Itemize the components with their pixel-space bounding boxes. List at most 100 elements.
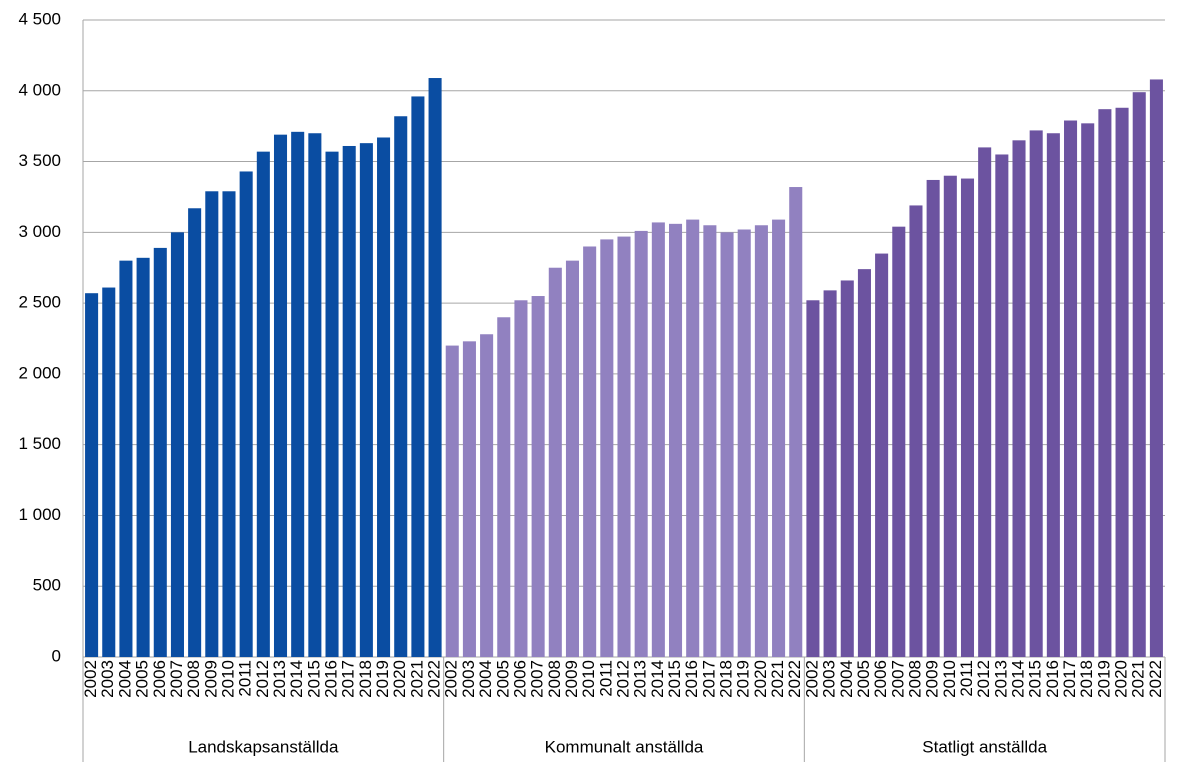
bar bbox=[892, 226, 906, 657]
x-tick-label: 2022 bbox=[1146, 660, 1165, 698]
x-tick-label: 2012 bbox=[613, 660, 632, 698]
bar bbox=[1149, 79, 1163, 658]
x-tick-label: 2002 bbox=[81, 660, 100, 698]
bar bbox=[239, 171, 253, 657]
x-tick-label: 2022 bbox=[785, 660, 804, 698]
x-tick-label: 2004 bbox=[837, 660, 856, 698]
bar bbox=[1132, 92, 1146, 657]
y-tick-label: 2 000 bbox=[18, 363, 61, 382]
y-tick-label: 0 bbox=[52, 646, 61, 665]
bar bbox=[102, 287, 116, 657]
bar bbox=[394, 116, 408, 658]
x-tick-label: 2006 bbox=[871, 660, 890, 698]
x-tick-label: 2020 bbox=[751, 660, 770, 698]
bar bbox=[600, 239, 614, 657]
x-tick-label: 2004 bbox=[476, 660, 495, 698]
x-tick-label: 2002 bbox=[802, 660, 821, 698]
bar bbox=[875, 253, 889, 658]
x-tick-label: 2016 bbox=[1043, 660, 1062, 698]
bar bbox=[119, 260, 133, 657]
x-tick-label: 2020 bbox=[390, 660, 409, 698]
x-tick-label: 2005 bbox=[493, 660, 512, 698]
bar bbox=[857, 269, 871, 657]
bar bbox=[1012, 140, 1026, 658]
bar bbox=[497, 317, 511, 657]
bar bbox=[737, 229, 751, 657]
y-tick-label: 3 500 bbox=[18, 151, 61, 170]
x-tick-label: 2010 bbox=[218, 660, 237, 698]
x-tick-label: 2011 bbox=[957, 660, 976, 697]
x-tick-label: 2003 bbox=[98, 660, 117, 698]
bar bbox=[188, 208, 202, 657]
x-tick-label: 2014 bbox=[1009, 660, 1028, 698]
y-tick-label: 1 000 bbox=[18, 505, 61, 524]
y-tick-label: 500 bbox=[33, 576, 61, 595]
group-label: Landskapsanställda bbox=[188, 737, 339, 756]
bar bbox=[291, 131, 305, 658]
bar bbox=[789, 187, 803, 657]
y-tick-label: 1 500 bbox=[18, 434, 61, 453]
x-tick-label: 2007 bbox=[528, 660, 547, 698]
x-tick-label: 2015 bbox=[304, 660, 323, 698]
x-tick-label: 2016 bbox=[682, 660, 701, 698]
x-tick-label: 2017 bbox=[1060, 660, 1079, 698]
bar bbox=[565, 260, 580, 657]
x-tick-label: 2022 bbox=[425, 660, 444, 698]
bar bbox=[1046, 133, 1060, 657]
bar bbox=[960, 178, 975, 657]
bar bbox=[273, 134, 288, 657]
bar bbox=[926, 179, 940, 658]
x-tick-label: 2008 bbox=[184, 660, 203, 698]
x-tick-label: 2021 bbox=[1129, 660, 1148, 698]
bar bbox=[480, 334, 494, 657]
x-tick-label: 2009 bbox=[562, 660, 581, 698]
bar bbox=[720, 232, 734, 658]
x-tick-label: 2016 bbox=[322, 660, 341, 698]
x-tick-label: 2003 bbox=[459, 660, 478, 698]
bar bbox=[772, 219, 786, 658]
x-tick-label: 2020 bbox=[1112, 660, 1131, 698]
x-tick-label: 2017 bbox=[339, 660, 358, 698]
x-tick-label: 2021 bbox=[407, 660, 426, 698]
bar bbox=[1029, 130, 1043, 657]
group-label: Kommunalt anställda bbox=[545, 737, 704, 756]
bar bbox=[703, 225, 717, 657]
y-tick-label: 4 500 bbox=[18, 9, 61, 28]
x-tick-label: 2018 bbox=[717, 660, 736, 698]
bar bbox=[325, 151, 339, 657]
bar bbox=[531, 296, 545, 657]
x-tick-label: 2013 bbox=[991, 660, 1010, 698]
bar bbox=[85, 293, 99, 657]
x-tick-label: 2014 bbox=[648, 660, 667, 698]
x-tick-label: 2019 bbox=[1094, 660, 1113, 698]
bar bbox=[754, 225, 768, 657]
x-tick-label: 2008 bbox=[545, 660, 564, 698]
bar bbox=[1064, 120, 1078, 657]
bar bbox=[377, 137, 391, 658]
bar bbox=[411, 96, 425, 657]
x-tick-label: 2004 bbox=[115, 660, 134, 698]
x-tick-label: 2014 bbox=[287, 660, 306, 698]
x-tick-label: 2013 bbox=[631, 660, 650, 698]
x-tick-label: 2021 bbox=[768, 660, 787, 698]
x-tick-label: 2002 bbox=[442, 660, 461, 698]
bar bbox=[943, 175, 957, 657]
x-tick-label: 2015 bbox=[665, 660, 684, 698]
bar bbox=[823, 290, 837, 657]
x-tick-label: 2018 bbox=[1077, 660, 1096, 698]
bar bbox=[806, 300, 820, 657]
bar bbox=[617, 236, 631, 657]
bar bbox=[651, 222, 665, 657]
x-tick-label: 2007 bbox=[888, 660, 907, 698]
bar bbox=[909, 205, 923, 657]
x-tick-label: 2007 bbox=[167, 660, 186, 698]
bar bbox=[686, 219, 700, 658]
group-label: Statligt anställda bbox=[922, 737, 1047, 756]
x-tick-label: 2019 bbox=[373, 660, 392, 698]
bar bbox=[445, 345, 459, 657]
bar bbox=[1115, 107, 1129, 657]
x-tick-label: 2009 bbox=[923, 660, 942, 698]
bar bbox=[995, 154, 1009, 657]
bar bbox=[256, 151, 270, 657]
x-tick-label: 2019 bbox=[734, 660, 753, 698]
